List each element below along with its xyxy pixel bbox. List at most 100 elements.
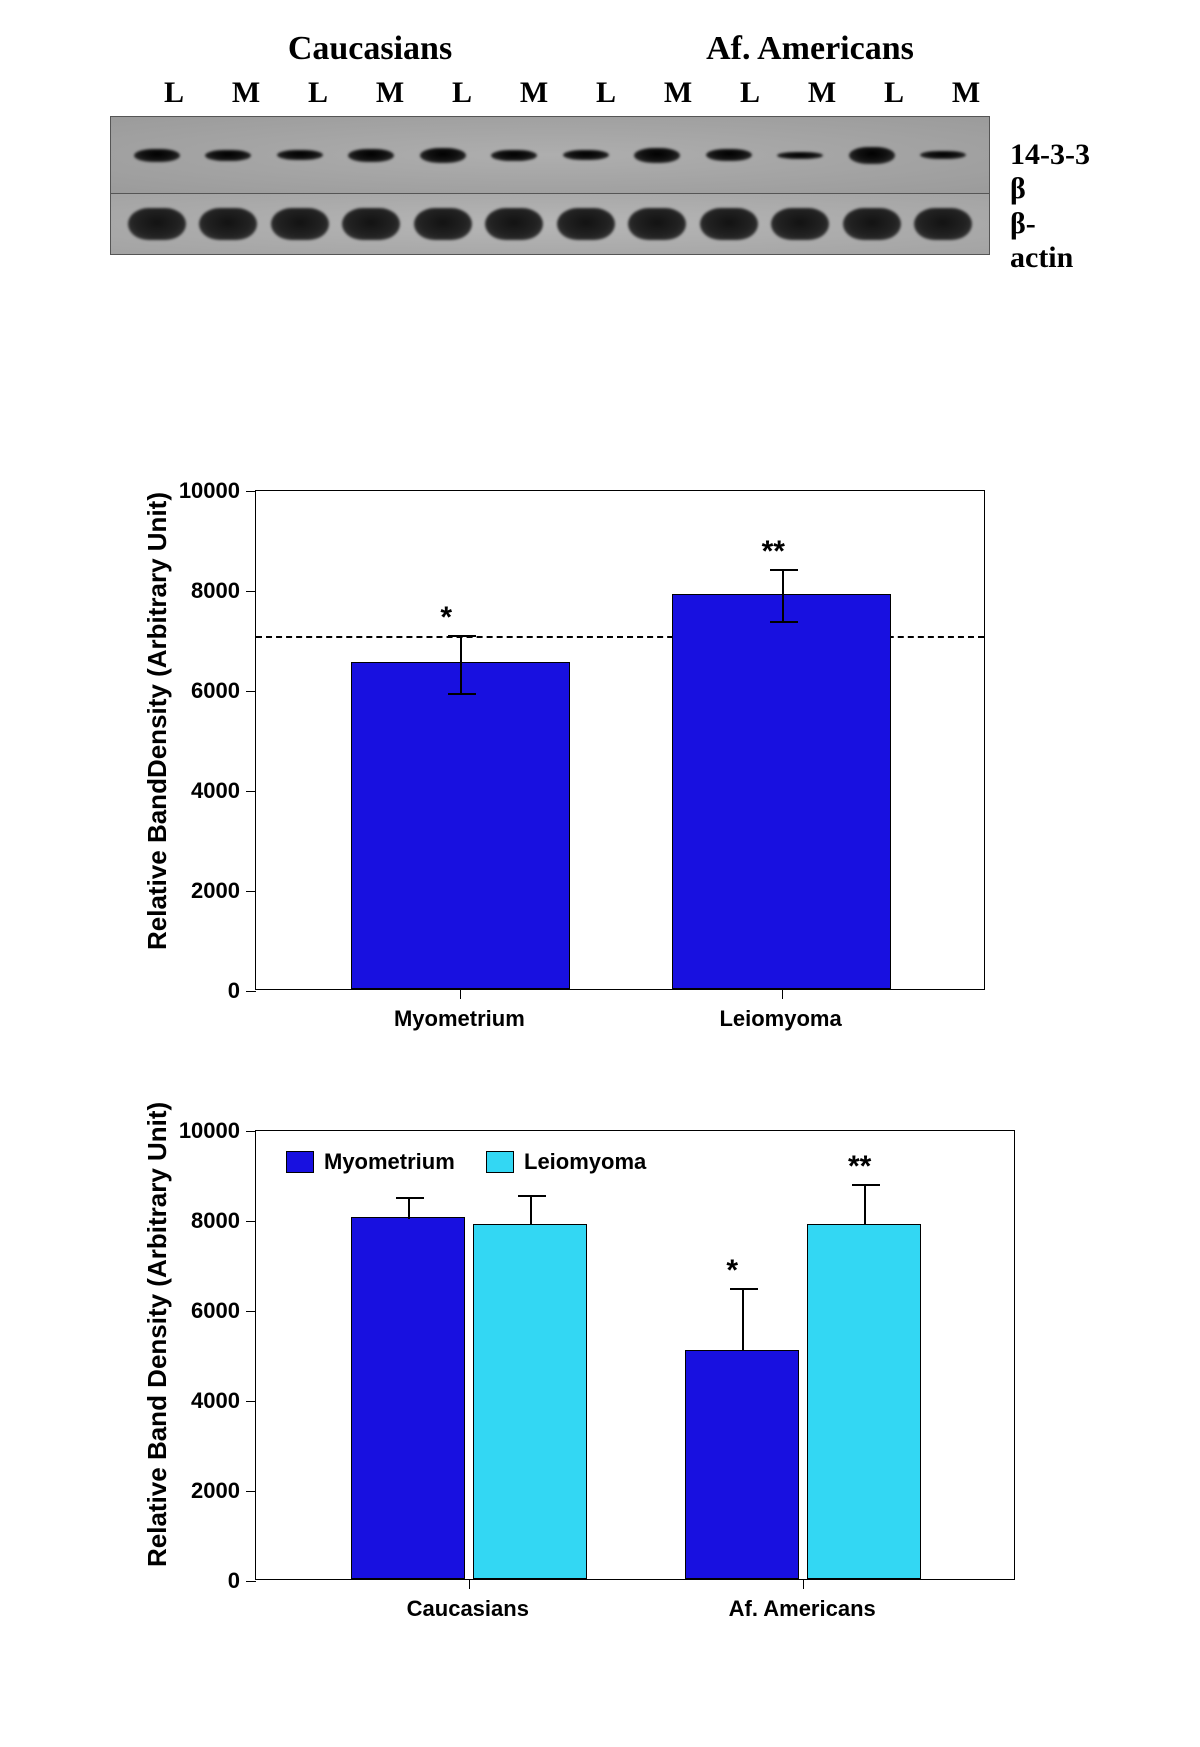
lane-label: M [498, 76, 570, 110]
legend-label: Leiomyoma [524, 1149, 646, 1175]
blot-group-labels: Caucasians Af. Americans [150, 30, 1090, 68]
bar [473, 1224, 587, 1580]
x-category-label: Caucasians [348, 1596, 588, 1622]
blot-band [622, 135, 694, 175]
ytick-label: 4000 [165, 1388, 240, 1414]
blot-band-control [693, 202, 765, 246]
bar [351, 1217, 465, 1579]
x-category-label: Myometrium [349, 1006, 569, 1032]
ytick-label: 8000 [165, 578, 240, 604]
significance-marker: * [440, 601, 452, 635]
error-bar [864, 1184, 866, 1225]
ytick [246, 1401, 256, 1402]
western-blot-panel: Caucasians Af. Americans LMLMLMLMLMLM 14… [110, 30, 1090, 255]
xtick [782, 989, 783, 999]
blot-band [908, 135, 980, 175]
ytick [246, 1581, 256, 1582]
ytick [246, 491, 256, 492]
ytick-label: 2000 [165, 878, 240, 904]
ytick-label: 4000 [165, 778, 240, 804]
blot-band [765, 135, 837, 175]
ytick-label: 6000 [165, 678, 240, 704]
lane-label: L [570, 76, 642, 110]
blot-band-control [908, 202, 980, 246]
lane-labels-row: LMLMLMLMLMLM [138, 76, 1090, 110]
blot-band-control [479, 202, 551, 246]
xtick [803, 1579, 804, 1589]
ytick-label: 0 [165, 1568, 240, 1594]
lane-label: M [210, 76, 282, 110]
lane-label: L [282, 76, 354, 110]
ytick [246, 1131, 256, 1132]
blot-band-control [550, 202, 622, 246]
blot-band [693, 135, 765, 175]
ytick [246, 591, 256, 592]
bar [351, 662, 570, 990]
legend-item: Leiomyoma [486, 1149, 646, 1175]
lane-label: L [858, 76, 930, 110]
ytick [246, 1311, 256, 1312]
blot-strip-target [110, 116, 990, 194]
blot-band [479, 135, 551, 175]
lane-label: L [138, 76, 210, 110]
ytick [246, 791, 256, 792]
ytick-label: 2000 [165, 1478, 240, 1504]
blot-control-row: β-actin [110, 193, 1090, 255]
blot-strip-control [110, 193, 990, 255]
chart-1: Relative BandDensity (Arbitrary Unit)***… [120, 490, 1005, 1050]
bar [807, 1224, 921, 1580]
error-bar [530, 1195, 532, 1226]
blot-band-control [622, 202, 694, 246]
ytick-label: 0 [165, 978, 240, 1004]
error-bar [742, 1288, 744, 1352]
legend-item: Myometrium [286, 1149, 455, 1175]
chart2-plot: MyometriumLeiomyoma*** [255, 1130, 1015, 1580]
blot-band [550, 135, 622, 175]
blot-band [407, 135, 479, 175]
ytick [246, 991, 256, 992]
significance-marker: * [726, 1254, 738, 1288]
blot-band [264, 135, 336, 175]
blot-target-row: 14-3-3 β [110, 116, 1090, 194]
group-label-right: Af. Americans [590, 30, 1030, 68]
blot-band [193, 135, 265, 175]
blot-band-control [836, 202, 908, 246]
lane-label: L [426, 76, 498, 110]
xtick [469, 1579, 470, 1589]
legend-swatch [286, 1151, 314, 1173]
ytick [246, 1221, 256, 1222]
x-category-label: Af. Americans [682, 1596, 922, 1622]
blot-band [121, 135, 193, 175]
blot-band [836, 135, 908, 175]
ytick [246, 1491, 256, 1492]
ytick-label: 10000 [165, 478, 240, 504]
xtick [460, 989, 461, 999]
lane-label: M [930, 76, 1002, 110]
blot-band-control [264, 202, 336, 246]
lane-label: L [714, 76, 786, 110]
blot-band-control [407, 202, 479, 246]
bar [672, 594, 891, 989]
blot-band-control [336, 202, 408, 246]
bar [685, 1350, 799, 1580]
lane-label: M [642, 76, 714, 110]
ytick-label: 10000 [165, 1118, 240, 1144]
significance-marker: ** [762, 535, 785, 569]
error-bar [460, 635, 462, 693]
significance-marker: ** [848, 1150, 871, 1184]
blot-band-control [121, 202, 193, 246]
chart1-plot: *** [255, 490, 985, 990]
chart-2: Relative Band Density (Arbitrary Unit)My… [120, 1130, 1035, 1640]
figure-page: Caucasians Af. Americans LMLMLMLMLMLM 14… [0, 0, 1200, 1747]
ytick [246, 891, 256, 892]
x-category-label: Leiomyoma [671, 1006, 891, 1032]
lane-label: M [786, 76, 858, 110]
lane-label: M [354, 76, 426, 110]
blot-band-control [193, 202, 265, 246]
error-bar [408, 1197, 410, 1219]
blot-label-control: β-actin [1010, 207, 1090, 275]
ytick-label: 8000 [165, 1208, 240, 1234]
blot-band [336, 135, 408, 175]
group-label-left: Caucasians [150, 30, 590, 68]
error-bar [782, 569, 784, 621]
